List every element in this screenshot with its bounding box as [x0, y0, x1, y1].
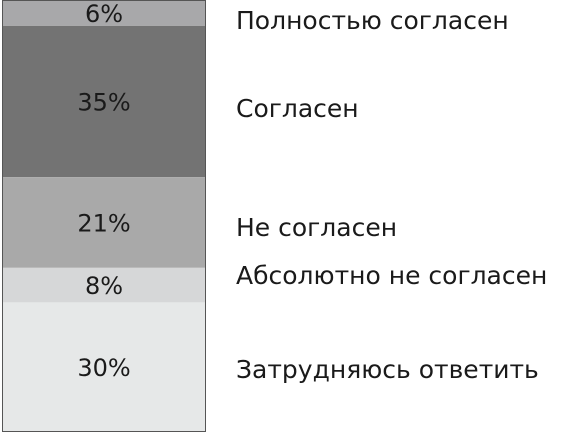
- legend-label: Согласен: [236, 94, 359, 123]
- bar-segment: [2, 177, 206, 268]
- value-label: 35%: [77, 89, 130, 117]
- value-labels: 6% 35% 21% 8% 30%: [77, 0, 130, 382]
- value-label: 6%: [85, 0, 123, 28]
- legend-labels: Полностью согласен Согласен Не согласен Абс…: [236, 6, 547, 384]
- legend-label: Полностью согласен: [236, 6, 509, 35]
- bar-segment: [2, 302, 206, 432]
- bar-segment: [2, 267, 206, 303]
- bar-segment: [2, 25, 206, 178]
- value-label: 8%: [85, 272, 123, 300]
- value-label: 21%: [77, 209, 130, 237]
- bar-outline: [2, 0, 206, 432]
- legend-label: Затрудняюсь ответить: [236, 355, 539, 384]
- value-label: 30%: [77, 354, 130, 382]
- legend-label: Не согласен: [236, 213, 397, 242]
- bar-segments: [2, 0, 206, 432]
- bar-segment: [2, 0, 206, 26]
- legend-label: Абсолютно не согласен: [236, 261, 547, 290]
